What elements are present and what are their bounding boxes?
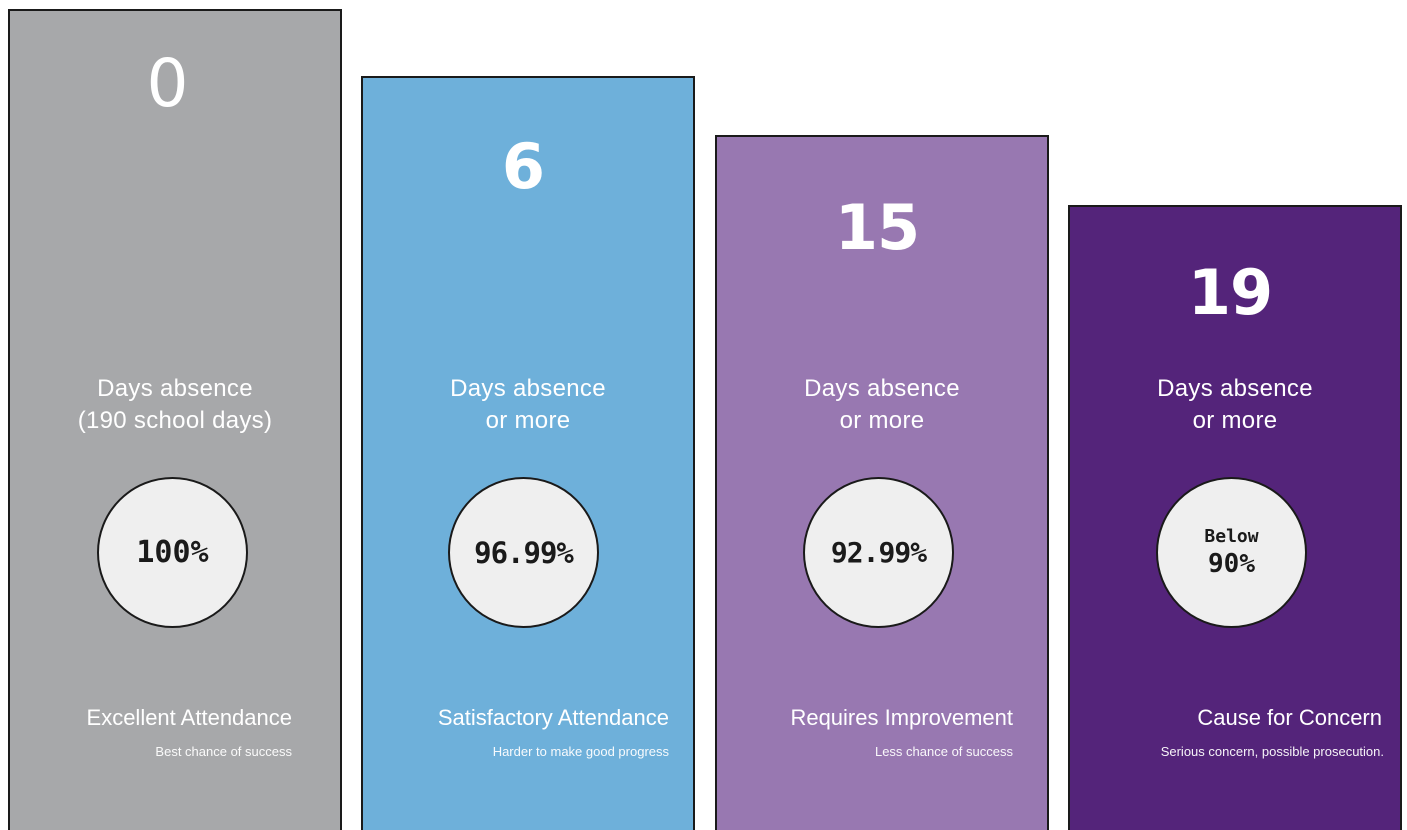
absence-label-line2: or more [839,407,925,434]
attendance-percent-circle: 100% [97,477,248,628]
attendance-percent: 96.99% [474,535,574,570]
attendance-status: Requires Improvement [790,705,1013,730]
absence-label-line2: (190 school days) [77,407,273,434]
absence-label-line2: or more [485,407,571,434]
column-requires-improvement: 15 Days absence or more 92.99% Requires … [715,135,1049,830]
absence-label-line1: Days absence [97,375,253,402]
attendance-status: Cause for Concern [1197,705,1382,730]
absence-label: Days absence or more [717,373,1047,437]
absence-label-line1: Days absence [450,375,606,402]
attendance-description: Harder to make good progress [492,744,669,759]
absence-days-number: 6 [501,130,545,203]
attendance-percent-circle: Below 90% [1156,477,1307,628]
attendance-percent-circle: 96.99% [448,477,599,628]
attendance-status: Excellent Attendance [86,705,292,730]
absence-days-number: 0 [146,45,189,122]
attendance-status: Satisfactory Attendance [437,705,669,730]
attendance-percent-prefix: Below [1204,525,1259,547]
attendance-description: Serious concern, possible prosecution. [1160,744,1384,759]
column-cause-for-concern: 19 Days absence or more Below 90% Cause … [1068,205,1402,830]
absence-days-number: 15 [834,191,920,264]
absence-label: Days absence or more [1070,373,1400,437]
attendance-percent: 90% [1208,548,1255,579]
column-satisfactory: 6 Days absence or more 96.99% Satisfacto… [361,76,695,830]
attendance-percent: 100% [136,534,209,570]
attendance-description: Less chance of success [874,744,1013,759]
absence-label-line2: or more [1192,407,1278,434]
absence-label-line1: Days absence [804,375,960,402]
column-excellent: 0 Days absence (190 school days) 100% Ex… [8,9,342,830]
attendance-description: Best chance of success [155,744,292,759]
absence-label: Days absence or more [363,373,693,437]
absence-label-line1: Days absence [1157,375,1313,402]
attendance-percent: 92.99% [830,535,927,569]
attendance-percent-circle: 92.99% [803,477,954,628]
absence-days-number: 19 [1187,256,1273,329]
absence-label: Days absence (190 school days) [10,373,340,437]
